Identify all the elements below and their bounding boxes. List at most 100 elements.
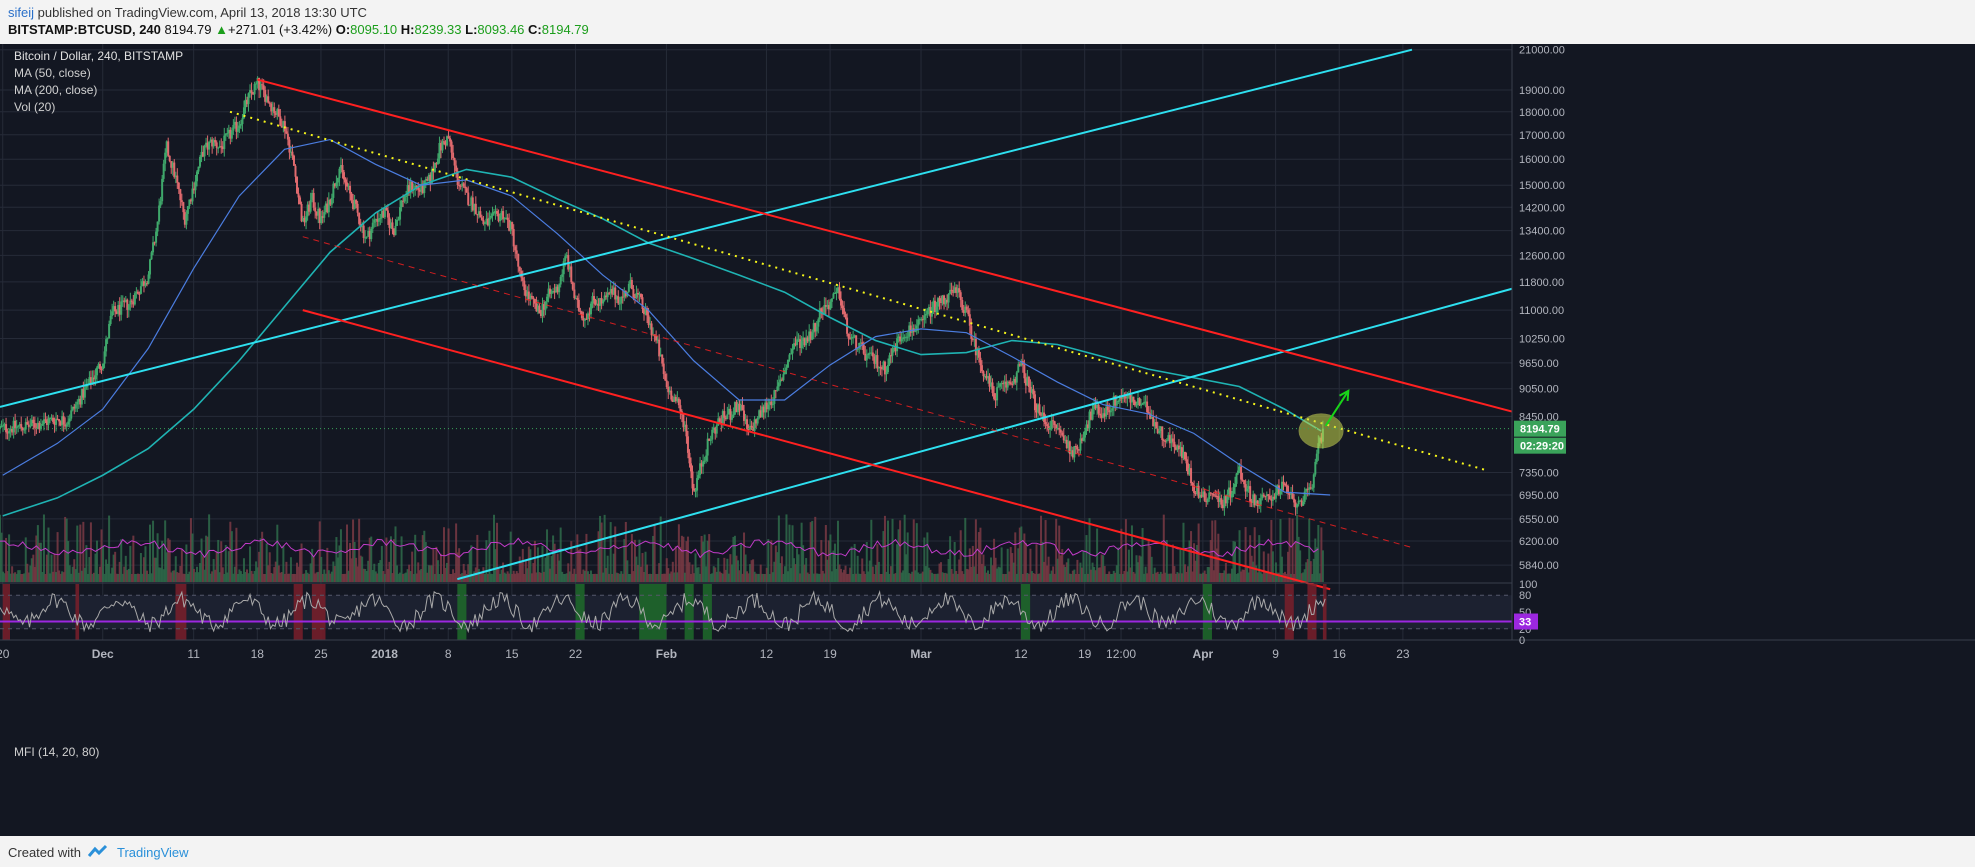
legend-ma50[interactable]: MA (50, close) bbox=[14, 66, 91, 80]
candle-body bbox=[197, 166, 200, 172]
candle-body bbox=[1288, 493, 1291, 495]
candle-body bbox=[1164, 441, 1167, 443]
volume-bar bbox=[955, 570, 958, 582]
volume-bar bbox=[282, 545, 285, 582]
candle-body bbox=[153, 242, 156, 244]
mfi-overbought-zone bbox=[175, 584, 187, 640]
candle-body bbox=[938, 298, 941, 302]
volume-bar bbox=[1309, 561, 1312, 582]
volume-bar bbox=[239, 571, 242, 582]
volume-bar bbox=[841, 572, 844, 582]
candle-body bbox=[805, 337, 808, 346]
volume-bar bbox=[292, 573, 295, 582]
volume-bar bbox=[679, 546, 682, 582]
candle-body bbox=[5, 424, 8, 433]
volume-bar bbox=[793, 558, 796, 582]
volume-bar bbox=[439, 553, 442, 582]
volume-bar bbox=[758, 573, 761, 582]
candle-body bbox=[382, 210, 385, 218]
candle-body bbox=[77, 398, 80, 402]
mfi-tick-label: 0 bbox=[1519, 635, 1525, 647]
volume-bar bbox=[599, 515, 602, 582]
candle-body bbox=[499, 215, 502, 222]
volume-bar bbox=[1020, 526, 1023, 582]
candle-body bbox=[896, 338, 899, 352]
candle-body bbox=[1115, 401, 1118, 406]
volume-bar bbox=[800, 522, 803, 582]
volume-bar bbox=[664, 573, 667, 582]
volume-bar bbox=[314, 573, 317, 582]
tradingview-link[interactable]: TradingView bbox=[117, 845, 189, 860]
candle-body bbox=[168, 155, 171, 162]
candle-body bbox=[1158, 430, 1161, 434]
candle-body bbox=[1262, 494, 1265, 497]
candle-body bbox=[1190, 468, 1193, 484]
author-link[interactable]: sifeij bbox=[8, 5, 35, 20]
volume-bar bbox=[358, 518, 361, 582]
candle-body bbox=[936, 298, 939, 307]
volume-bar bbox=[961, 571, 964, 582]
volume-bar bbox=[827, 540, 830, 582]
volume-bar bbox=[973, 566, 976, 582]
volume-bar bbox=[1156, 571, 1159, 582]
candle-body bbox=[1087, 424, 1090, 429]
volume-bar bbox=[1187, 566, 1190, 582]
volume-bar bbox=[332, 561, 335, 582]
candle-body bbox=[459, 185, 462, 187]
drawings[interactable] bbox=[0, 48, 1513, 591]
candle-body bbox=[808, 331, 811, 342]
candle-body bbox=[439, 143, 442, 151]
candle-body bbox=[247, 93, 250, 105]
candle-body bbox=[456, 171, 459, 185]
candle-body bbox=[491, 213, 494, 216]
volume-bar bbox=[797, 554, 800, 582]
candle-body bbox=[668, 390, 671, 393]
up-triangle-icon: ▲ bbox=[215, 22, 229, 37]
candle-body bbox=[377, 218, 380, 222]
candle-body bbox=[426, 179, 429, 181]
volume-bar bbox=[105, 559, 108, 582]
candle-body bbox=[473, 203, 476, 211]
volume-bar bbox=[597, 531, 600, 582]
volume-bar bbox=[447, 528, 450, 582]
candle-body bbox=[380, 210, 383, 219]
candle-body bbox=[521, 277, 524, 281]
candle-body bbox=[1015, 372, 1018, 383]
volume-bar bbox=[327, 570, 330, 582]
candle-body bbox=[729, 408, 732, 420]
candle-body bbox=[341, 165, 344, 173]
open-value: 8095.10 bbox=[350, 22, 398, 37]
volume-bar bbox=[308, 573, 311, 582]
candle-body bbox=[330, 197, 333, 205]
candle-body bbox=[1296, 504, 1299, 508]
candle-body bbox=[224, 133, 227, 136]
volume-bar bbox=[546, 529, 549, 582]
volume-bar bbox=[223, 573, 226, 582]
volume-bar bbox=[1006, 548, 1009, 582]
volume-bar bbox=[1230, 568, 1233, 582]
candle-body bbox=[365, 236, 368, 238]
volume-bar bbox=[936, 573, 939, 582]
candle-body bbox=[1046, 424, 1049, 427]
candle-body bbox=[311, 192, 314, 200]
price-tick-label: 19000.00 bbox=[1519, 85, 1565, 97]
candle-body bbox=[326, 203, 329, 213]
price-chart-svg[interactable]: 21000.0019000.0018000.0017000.0016000.00… bbox=[0, 44, 1975, 836]
candle-body bbox=[920, 319, 923, 321]
volume-bar bbox=[182, 573, 185, 582]
candle-body bbox=[308, 204, 311, 212]
chart-area[interactable]: 21000.00 19000.00 18000.00 17000.00 16000.00… bbox=[0, 44, 1975, 836]
legend-mfi[interactable]: MFI (14, 20, 80) bbox=[14, 745, 99, 759]
candle-body bbox=[582, 318, 585, 321]
volume-bar bbox=[806, 572, 809, 582]
legend-ma200[interactable]: MA (200, close) bbox=[14, 83, 97, 97]
volume-bar bbox=[486, 573, 489, 582]
volume-bar bbox=[99, 566, 102, 582]
candle-body bbox=[356, 203, 359, 213]
candle-body bbox=[861, 342, 864, 345]
candle-body bbox=[1203, 491, 1206, 501]
legend-volume[interactable]: Vol (20) bbox=[14, 100, 55, 114]
volume-bar bbox=[567, 563, 570, 582]
candle-body bbox=[555, 286, 558, 293]
volume-bar bbox=[97, 573, 100, 582]
